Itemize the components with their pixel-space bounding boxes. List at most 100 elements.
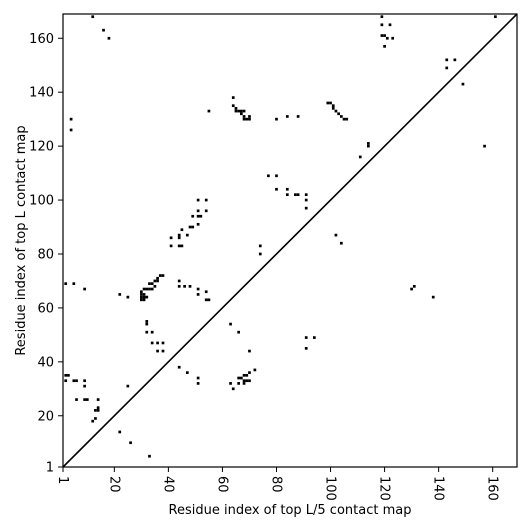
data-point: [245, 379, 249, 383]
data-point: [140, 290, 143, 294]
y-tick-label: 120: [29, 140, 54, 155]
data-point: [83, 398, 86, 401]
data-point: [83, 379, 86, 383]
data-point: [304, 336, 308, 339]
data-point: [358, 155, 362, 159]
x-tick-label: 20: [106, 476, 121, 493]
data-point: [329, 101, 332, 105]
data-point: [242, 117, 246, 121]
data-point: [237, 330, 241, 334]
x-axis: 1 20 40 60 80 100 120 140 160: [55, 467, 500, 501]
data-point: [169, 244, 173, 248]
data-point: [196, 209, 200, 213]
data-point: [196, 214, 200, 218]
data-point: [242, 115, 246, 118]
data-point: [118, 293, 122, 296]
data-point: [483, 144, 486, 148]
data-point: [267, 174, 270, 178]
data-point: [153, 284, 157, 288]
data-point: [258, 252, 262, 256]
data-point: [129, 441, 132, 445]
y-tick-label: 60: [37, 301, 54, 316]
data-point: [150, 287, 154, 291]
data-point: [185, 233, 189, 237]
data-point: [453, 58, 457, 62]
data-point: [242, 373, 246, 377]
data-point: [153, 279, 157, 283]
data-point: [96, 398, 100, 401]
data-point: [331, 107, 335, 110]
data-point: [248, 379, 251, 383]
x-tick-label: 140: [431, 476, 446, 501]
data-point: [248, 117, 251, 121]
x-tick-label: 1: [55, 476, 70, 484]
data-point: [196, 222, 200, 226]
data-point: [156, 276, 159, 280]
x-tick-label: 80: [268, 476, 283, 493]
data-point: [237, 376, 241, 380]
data-point: [234, 109, 238, 113]
data-point: [140, 295, 143, 299]
data-point: [161, 274, 165, 277]
data-point: [339, 241, 343, 245]
y-tick-label: 1: [46, 461, 54, 476]
data-point: [145, 295, 149, 299]
data-point: [331, 104, 335, 108]
data-point: [275, 174, 278, 178]
data-point: [156, 349, 159, 353]
data-point: [445, 66, 449, 70]
data-point: [150, 341, 154, 345]
data-point: [83, 384, 86, 388]
data-point: [383, 34, 386, 37]
data-point: [412, 284, 416, 288]
data-point: [177, 233, 181, 237]
data-point: [385, 36, 389, 40]
data-point: [72, 379, 76, 383]
data-point: [158, 274, 162, 277]
data-point: [191, 214, 195, 218]
data-point: [494, 15, 497, 19]
data-point: [410, 287, 413, 291]
data-point: [294, 193, 297, 197]
data-point: [367, 142, 370, 145]
data-point: [94, 417, 97, 420]
data-point: [231, 387, 235, 391]
data-point: [102, 28, 105, 32]
data-point: [67, 373, 70, 377]
data-point: [96, 409, 100, 412]
data-point: [196, 382, 200, 385]
data-point: [177, 284, 181, 288]
data-point: [334, 233, 338, 237]
data-point: [207, 109, 211, 113]
data-point: [150, 330, 154, 334]
data-point: [107, 36, 111, 40]
y-tick-label: 140: [29, 86, 54, 101]
data-point: [142, 298, 146, 302]
data-point: [75, 379, 78, 383]
data-point: [380, 23, 384, 27]
data-point: [237, 382, 241, 385]
data-point: [388, 23, 392, 27]
data-point: [156, 279, 159, 283]
data-point: [334, 109, 338, 113]
x-axis-label: Residue index of top L/5 contact map: [169, 503, 412, 518]
data-point: [148, 282, 151, 285]
data-point: [161, 349, 165, 353]
data-point: [383, 45, 386, 48]
data-point: [140, 298, 143, 302]
data-point: [258, 244, 262, 248]
data-point: [180, 244, 184, 248]
data-point: [148, 454, 151, 458]
diagonal-line: [62, 13, 518, 468]
data-point: [242, 109, 246, 113]
data-point: [339, 115, 343, 118]
data-point: [199, 214, 203, 218]
data-point: [285, 187, 289, 191]
data-point: [64, 379, 68, 383]
data-point: [126, 384, 130, 388]
data-point: [296, 115, 300, 118]
y-tick-label: 100: [29, 194, 54, 209]
x-tick-label: 160: [485, 476, 500, 501]
data-point: [229, 382, 232, 385]
